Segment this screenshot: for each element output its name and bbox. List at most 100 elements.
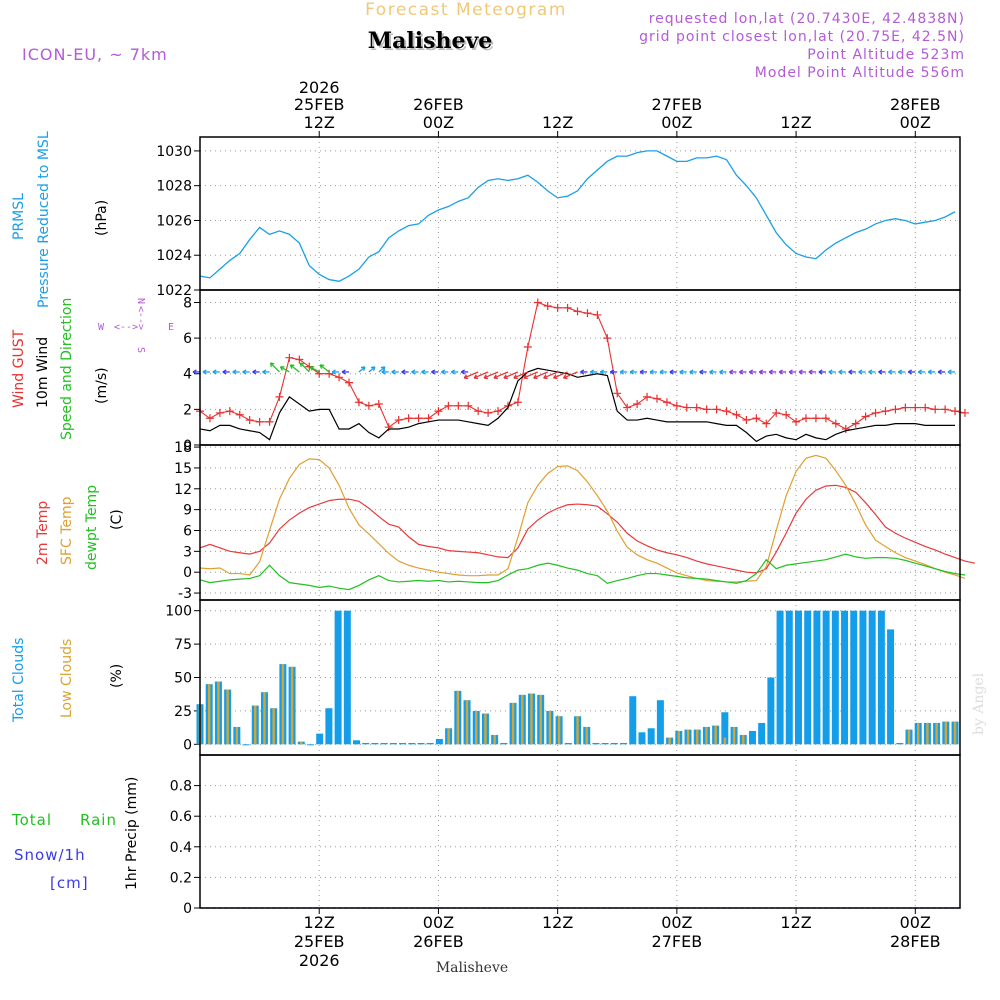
- total-cloud-bar: [325, 708, 333, 745]
- gust-marker: [325, 369, 334, 378]
- ytick-label: 0: [183, 565, 192, 581]
- low-cloud-bar: [723, 737, 727, 745]
- bottom-xtick-label: 26FEB: [413, 932, 464, 951]
- wind-direction-arrowhead: [907, 369, 913, 375]
- gust-marker: [513, 398, 522, 407]
- gust-marker: [573, 307, 582, 316]
- low-clouds-label: Low Clouds: [59, 639, 75, 718]
- wind-direction-arrowhead: [262, 369, 267, 375]
- panel-3: -3 0 3 6 9 12 15 18: [174, 440, 960, 602]
- compass-e: E: [168, 322, 174, 333]
- wind-direction-arrowhead: [441, 369, 446, 375]
- gust-marker: [225, 407, 234, 416]
- wind-direction-arrowhead: [463, 374, 469, 380]
- wind-direction-arrowhead: [289, 364, 295, 369]
- ytick-label: 1022: [156, 283, 192, 299]
- total-cloud-bar: [426, 742, 434, 745]
- gust-marker: [951, 407, 960, 416]
- gust-marker: [474, 407, 483, 416]
- wind-direction-arrowhead: [523, 374, 528, 380]
- total-cloud-bar: [822, 610, 830, 745]
- gust-marker: [593, 310, 602, 319]
- top-xtick-label: 2026: [299, 78, 340, 97]
- prmsl-unit: (hPa): [94, 200, 110, 236]
- wind-direction-arrowhead: [828, 369, 833, 375]
- ytick-label: 100: [165, 604, 192, 620]
- gust-marker: [215, 408, 224, 417]
- gust-marker: [921, 403, 930, 412]
- low-cloud-bar: [686, 729, 690, 745]
- gust-marker: [901, 403, 910, 412]
- wind-direction-arrowhead: [460, 369, 465, 375]
- gust-marker: [563, 303, 572, 312]
- wind-direction-arrowhead: [858, 369, 863, 375]
- wind-direction-arrowhead: [370, 366, 376, 371]
- total-label: Total: [11, 811, 52, 829]
- gust-marker: [643, 392, 652, 401]
- gust-marker: [335, 373, 344, 382]
- total-cloud-bar: [500, 742, 508, 745]
- low-cloud-bar: [714, 725, 717, 745]
- wind-direction-arrowhead: [629, 369, 634, 375]
- wind-compass: W <--> E N <--> S: [98, 298, 174, 353]
- panel-frame: [199, 289, 961, 446]
- top-xtick-label: 12Z: [780, 113, 811, 132]
- wind-direction-arrowhead: [659, 369, 664, 375]
- ytick-label: 15: [174, 461, 192, 477]
- wind-direction-arrowhead: [689, 369, 694, 375]
- prmsl-description: Pressure Reduced to MSL: [36, 131, 52, 308]
- low-cloud-bar: [521, 694, 524, 745]
- total-cloud-bar: [748, 730, 756, 745]
- wind-direction-arrow: [270, 362, 280, 373]
- gust-marker: [792, 417, 801, 426]
- wind-direction-arrow: [280, 366, 290, 373]
- low-cloud-bar: [732, 726, 736, 745]
- ytick-label: 0.2: [170, 870, 192, 886]
- low-cloud-bar: [576, 716, 579, 745]
- total-cloud-bar: [785, 610, 793, 745]
- total-cloud-bar: [629, 696, 637, 745]
- bottom-xtick-label: 2026: [299, 951, 340, 970]
- gust-marker: [265, 417, 274, 426]
- footer-location: Malisheve: [436, 960, 508, 976]
- bottom-xtick-label: 12Z: [780, 913, 811, 932]
- low-cloud-bar: [585, 726, 588, 745]
- wind-direction-arrowhead: [222, 369, 227, 375]
- panel-5: 0 0.2 0.4 0.6 0.8: [170, 755, 960, 917]
- low-cloud-bar: [465, 700, 469, 745]
- top-xtick-label: 26FEB: [413, 95, 464, 114]
- ytick-label: -3: [178, 586, 192, 602]
- ytick-label: 1028: [156, 179, 192, 195]
- low-cloud-bar: [217, 681, 220, 745]
- wind-direction-arrowhead: [609, 369, 615, 375]
- wind-direction-arrow: [523, 371, 539, 379]
- wind-direction-arrowhead: [699, 369, 704, 375]
- total-cloud-bar: [306, 744, 314, 746]
- gust-marker: [603, 334, 612, 343]
- gust-marker: [841, 424, 850, 433]
- wind-direction-arrowhead: [649, 369, 654, 375]
- gust-marker: [245, 416, 254, 425]
- ytick-label: 0.6: [170, 809, 192, 825]
- total-cloud-bar: [592, 742, 600, 745]
- low-cloud-bar: [475, 710, 478, 745]
- ytick-label: 18: [174, 440, 192, 456]
- gust-marker: [831, 419, 840, 428]
- low-cloud-bar: [254, 705, 257, 745]
- wind-direction-arrowhead: [639, 369, 644, 375]
- temp2m-label: 2m Temp: [35, 501, 51, 565]
- total-cloud-bar: [850, 610, 858, 745]
- total-cloud-bar: [242, 744, 250, 746]
- gust-marker: [871, 408, 880, 417]
- gust-marker: [722, 407, 731, 416]
- gust-marker: [205, 414, 214, 423]
- compass-arrows-v: <-->: [135, 306, 146, 330]
- wind-direction-arrowhead: [719, 369, 724, 375]
- total-cloud-bar: [353, 740, 361, 745]
- low-cloud-bar: [300, 741, 303, 745]
- total-cloud-bar: [316, 733, 324, 745]
- total-cloud-bar: [776, 610, 784, 745]
- gust-marker: [414, 414, 423, 423]
- low-cloud-bar: [235, 726, 239, 745]
- gust-marker: [712, 405, 721, 414]
